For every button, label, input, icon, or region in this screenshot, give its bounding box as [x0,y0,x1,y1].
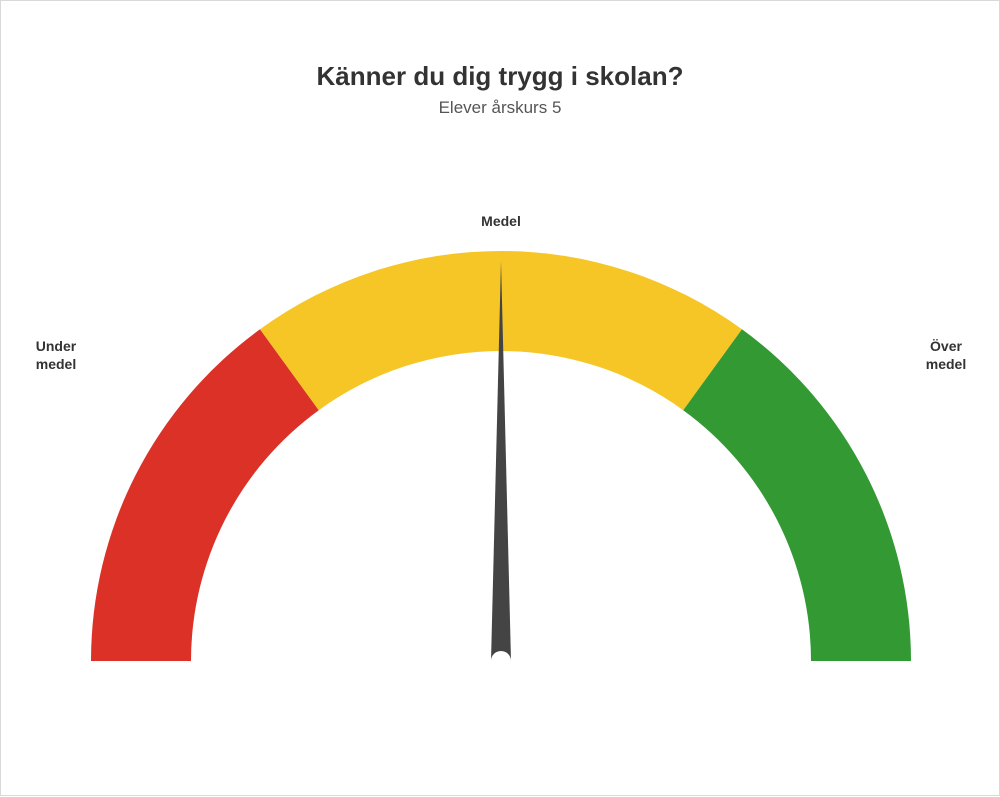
gauge-label-right-line2: medel [926,356,966,372]
gauge-segment-2 [683,329,911,661]
gauge-label-left-line1: Under [36,338,77,354]
gauge-label-left-line2: medel [36,356,76,372]
chart-frame: Känner du dig trygg i skolan? Elever års… [0,0,1000,796]
gauge-segment-0 [91,329,319,661]
gauge-label-top: Medel [481,213,521,229]
gauge-label-right-line1: Över [930,338,962,354]
gauge-chart: Medel Under medel Över medel [1,1,1000,797]
